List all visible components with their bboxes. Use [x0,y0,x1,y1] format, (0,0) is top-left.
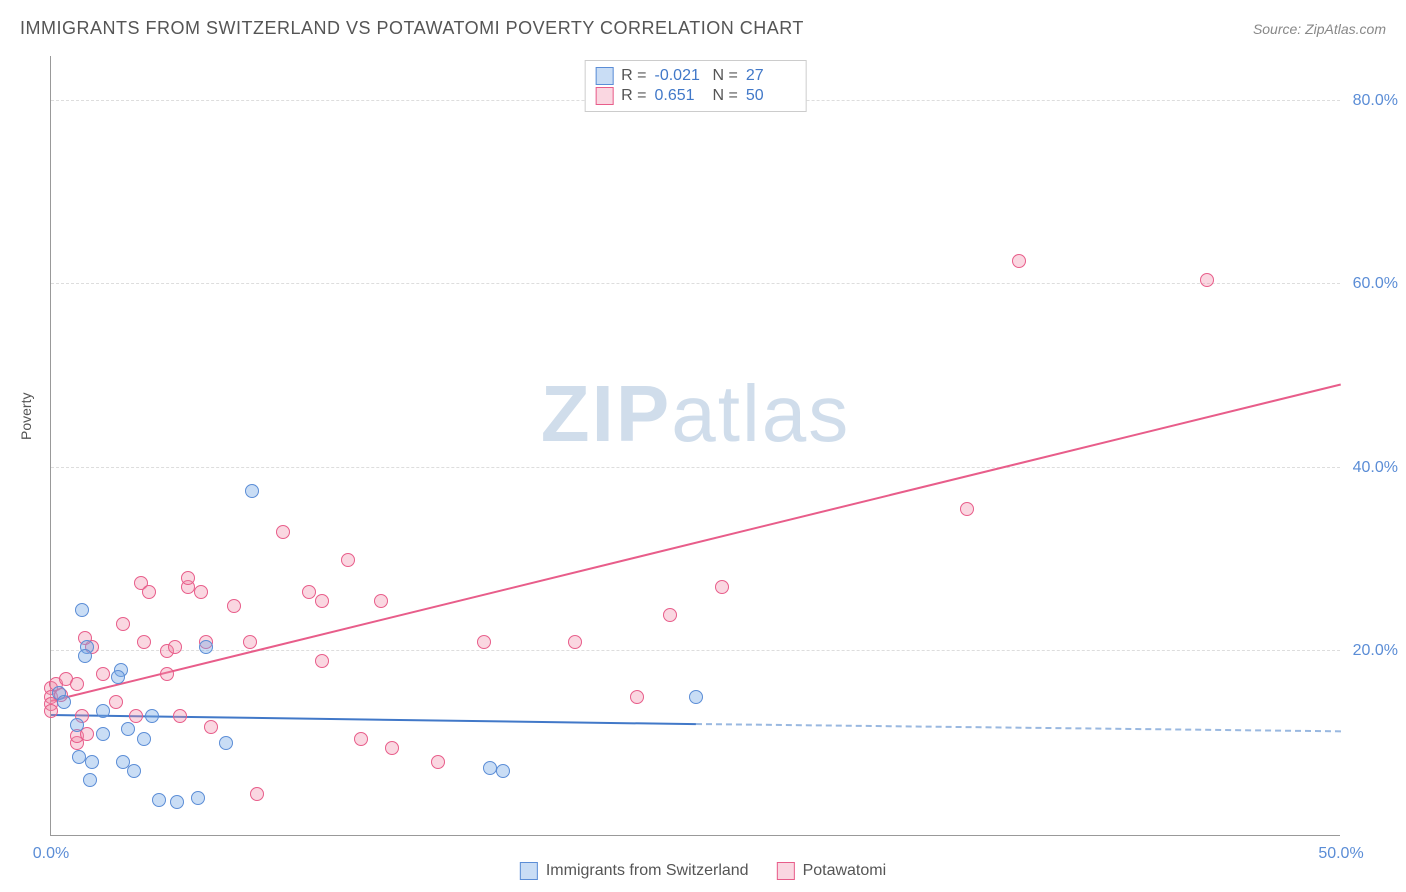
data-point [354,732,368,746]
n-label: N = [713,87,738,105]
swatch-series-a [595,67,613,85]
data-point [96,667,110,681]
legend-stats: R = -0.021 N = 27 R = 0.651 N = 50 [584,60,807,112]
chart-title: IMMIGRANTS FROM SWITZERLAND VS POTAWATOM… [20,18,804,39]
r-value: 0.651 [655,87,705,105]
data-point [137,732,151,746]
data-point [142,585,156,599]
data-point [715,580,729,594]
data-point [121,722,135,736]
swatch-series-b [595,87,613,105]
data-point [116,617,130,631]
ytick-label: 40.0% [1353,459,1398,477]
watermark: ZIPatlas [541,368,850,460]
data-point [496,764,510,778]
data-point [152,793,166,807]
legend-series: Immigrants from Switzerland Potawatomi [520,862,886,880]
legend-label: Immigrants from Switzerland [546,862,749,880]
legend-stats-row: R = 0.651 N = 50 [595,87,796,105]
data-point [431,755,445,769]
data-point [204,720,218,734]
data-point [181,571,195,585]
legend-item: Immigrants from Switzerland [520,862,749,880]
regression-line [51,383,1341,702]
data-point [1012,254,1026,268]
data-point [75,603,89,617]
data-point [173,709,187,723]
ytick-label: 80.0% [1353,92,1398,110]
data-point [109,695,123,709]
n-value: 50 [746,87,796,105]
data-point [78,649,92,663]
data-point [70,677,84,691]
data-point [227,599,241,613]
title-bar: IMMIGRANTS FROM SWITZERLAND VS POTAWATOM… [20,18,1386,39]
data-point [70,718,84,732]
data-point [85,755,99,769]
data-point [137,635,151,649]
gridline [51,283,1340,284]
data-point [170,795,184,809]
chart-container: IMMIGRANTS FROM SWITZERLAND VS POTAWATOM… [0,0,1406,892]
swatch-series-a [520,862,538,880]
data-point [111,670,125,684]
data-point [276,525,290,539]
data-point [129,709,143,723]
n-value: 27 [746,67,796,85]
data-point [315,654,329,668]
data-point [302,585,316,599]
data-point [127,764,141,778]
plot-area: ZIPatlas R = -0.021 N = 27 R = 0.651 N =… [50,56,1340,836]
swatch-series-b [777,862,795,880]
data-point [194,585,208,599]
legend-item: Potawatomi [777,862,887,880]
data-point [160,667,174,681]
regression-line [696,723,1341,732]
data-point [385,741,399,755]
n-label: N = [713,67,738,85]
data-point [568,635,582,649]
legend-stats-row: R = -0.021 N = 27 [595,67,796,85]
data-point [44,704,58,718]
data-point [168,640,182,654]
data-point [689,690,703,704]
ytick-label: 20.0% [1353,642,1398,660]
data-point [374,594,388,608]
ytick-label: 60.0% [1353,275,1398,293]
xtick-label: 50.0% [1318,845,1363,863]
r-label: R = [621,87,646,105]
data-point [243,635,257,649]
legend-label: Potawatomi [803,862,887,880]
r-label: R = [621,67,646,85]
data-point [219,736,233,750]
data-point [57,695,71,709]
data-point [83,773,97,787]
data-point [96,704,110,718]
data-point [630,690,644,704]
data-point [315,594,329,608]
data-point [145,709,159,723]
data-point [1200,273,1214,287]
data-point [199,640,213,654]
r-value: -0.021 [655,67,705,85]
data-point [477,635,491,649]
data-point [250,787,264,801]
gridline [51,467,1340,468]
data-point [245,484,259,498]
xtick-label: 0.0% [33,845,69,863]
source-label: Source: ZipAtlas.com [1253,21,1386,37]
data-point [663,608,677,622]
data-point [483,761,497,775]
data-point [96,727,110,741]
y-axis-label: Poverty [18,393,34,440]
data-point [72,750,86,764]
data-point [341,553,355,567]
data-point [960,502,974,516]
data-point [191,791,205,805]
